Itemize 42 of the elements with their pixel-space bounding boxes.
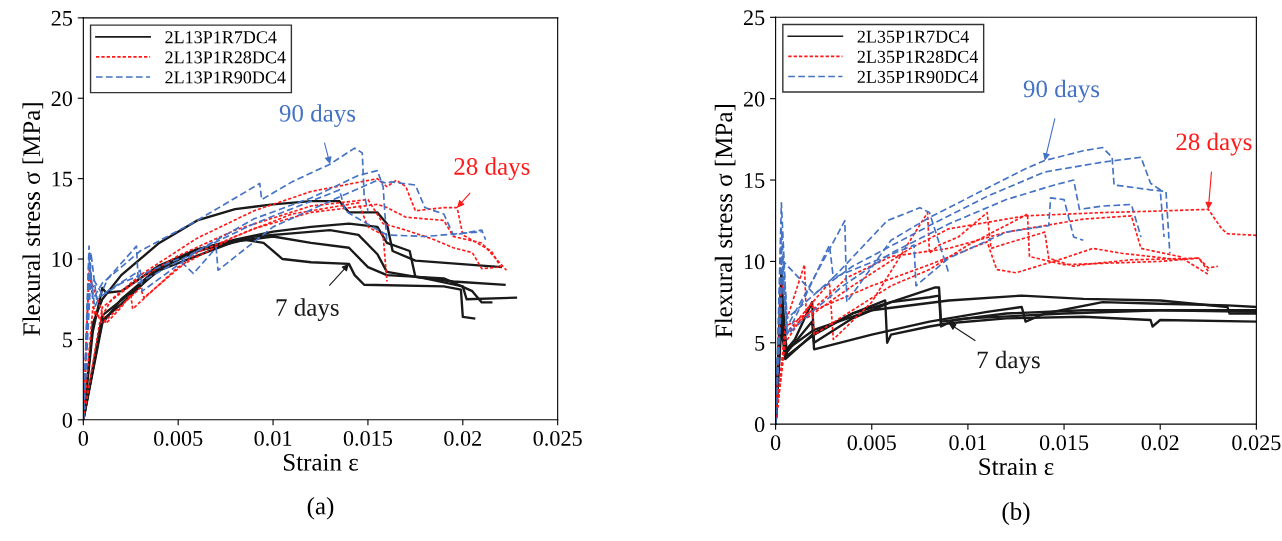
- legend-label: 2L35P1R90DC4: [857, 70, 978, 83]
- y-axis-title: Flexural stress σ [MPa]: [714, 105, 736, 338]
- x-tick-label: 0.01: [949, 435, 987, 451]
- x-tick-label: 0.01: [254, 430, 292, 446]
- annotation: 28 days: [1176, 132, 1252, 156]
- y-tick-label: 20: [743, 91, 765, 107]
- y-tick-label: 5: [63, 332, 73, 348]
- x-tick-label: 0.025: [533, 430, 582, 446]
- annotation: 7 days: [276, 298, 339, 322]
- x-tick-label: 0.005: [847, 435, 896, 451]
- y-tick-label: 10: [52, 251, 73, 267]
- y-tick-label: 15: [52, 171, 73, 187]
- legend-label: 2L35P1R28DC4: [857, 50, 978, 63]
- x-tick-label: 0: [770, 435, 781, 451]
- annotation: 28 days: [454, 157, 530, 181]
- y-tick-label: 0: [62, 412, 73, 428]
- y-tick-label: 25: [743, 10, 765, 26]
- y-tick-label: 0: [754, 417, 765, 433]
- y-axis-title: Flexural stress σ [MPa]: [22, 103, 44, 336]
- x-tick-label: 0: [78, 430, 89, 446]
- x-axis-title: Strain ε: [283, 453, 359, 471]
- x-tick-label: 0.005: [154, 430, 203, 446]
- text: (b): [1002, 502, 1030, 525]
- annotation: 90 days: [1023, 79, 1100, 103]
- y-tick-label: 15: [744, 173, 765, 188]
- legend-label: 2L13P1R7DC4: [165, 31, 277, 44]
- legend-label: 2L13P1R90DC4: [165, 71, 286, 84]
- y-tick-label: 20: [51, 91, 73, 107]
- y-tick-label: 5: [755, 335, 765, 351]
- x-axis-title: Strain ε: [979, 458, 1054, 476]
- x-tick-label: 0.025: [1232, 435, 1281, 451]
- x-tick-label: 0.015: [343, 430, 393, 446]
- text: (a): [307, 496, 334, 520]
- legend-label: 2L35P1R7DC4: [857, 30, 969, 43]
- x-tick-label: 0.02: [444, 430, 482, 446]
- annotation: 90 days: [279, 104, 356, 127]
- annotation: 7 days: [977, 350, 1040, 374]
- legend-label: 2L13P1R28DC4: [165, 51, 286, 64]
- x-tick-label: 0.02: [1141, 435, 1179, 451]
- x-tick-label: 0.015: [1039, 435, 1089, 451]
- y-tick-label: 10: [744, 254, 765, 270]
- y-tick-label: 25: [51, 10, 73, 26]
